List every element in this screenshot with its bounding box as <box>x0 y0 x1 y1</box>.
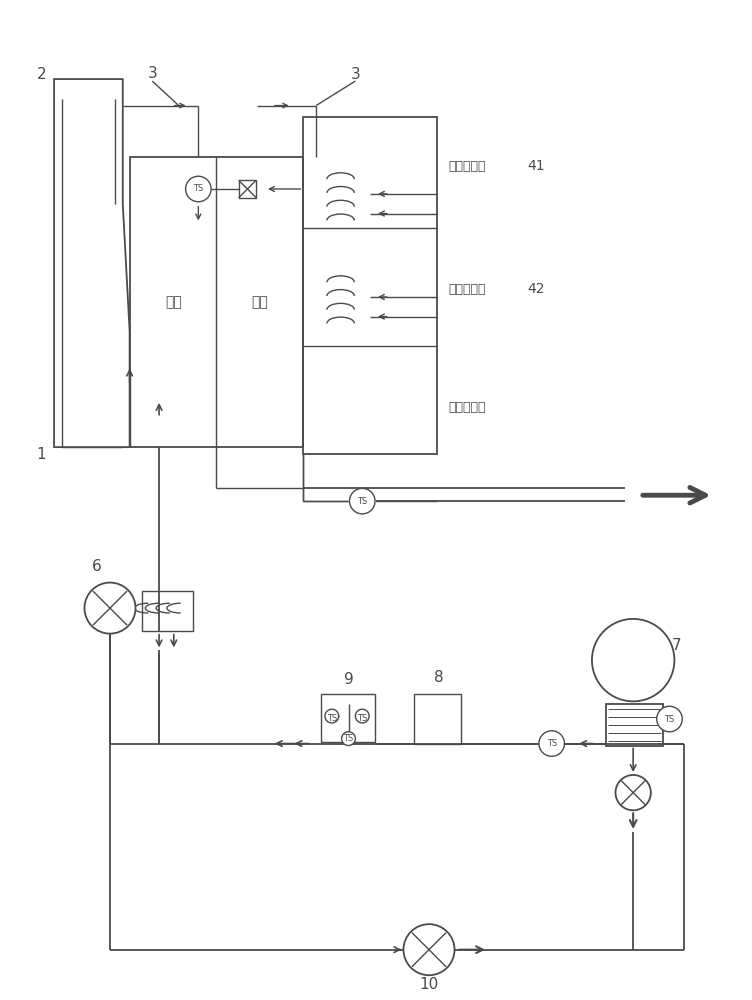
Text: 9: 9 <box>344 672 353 687</box>
Text: TS: TS <box>664 715 675 724</box>
Text: 中温烟气区: 中温烟气区 <box>449 283 486 296</box>
Text: TS: TS <box>357 714 368 723</box>
Circle shape <box>325 709 338 723</box>
Text: 高温烟气区: 高温烟气区 <box>449 160 486 173</box>
Text: TS: TS <box>357 497 368 506</box>
Circle shape <box>539 731 565 756</box>
Bar <box>605 704 663 746</box>
Text: 6: 6 <box>92 559 102 574</box>
Bar <box>129 157 303 447</box>
Circle shape <box>592 619 675 701</box>
Circle shape <box>84 583 135 634</box>
Circle shape <box>350 488 375 514</box>
Text: 3: 3 <box>350 67 360 82</box>
Bar <box>321 694 375 742</box>
Text: TS: TS <box>326 714 337 723</box>
Bar <box>142 591 193 631</box>
Text: 7: 7 <box>672 638 681 653</box>
Circle shape <box>656 706 682 732</box>
Bar <box>238 180 256 198</box>
Circle shape <box>186 176 211 202</box>
Text: TS: TS <box>193 184 204 193</box>
Text: 10: 10 <box>420 977 438 992</box>
Text: TS: TS <box>547 739 556 748</box>
Text: 空气: 空气 <box>165 295 182 309</box>
Circle shape <box>615 775 650 810</box>
Text: 低温烟气区: 低温烟气区 <box>449 401 486 414</box>
Text: TS: TS <box>344 734 353 743</box>
Bar <box>303 117 437 454</box>
Text: 41: 41 <box>527 159 544 173</box>
Circle shape <box>356 709 369 723</box>
Text: 2: 2 <box>37 67 46 82</box>
Text: 8: 8 <box>434 670 444 685</box>
Text: 3: 3 <box>147 66 157 81</box>
Text: 1: 1 <box>37 447 46 462</box>
Text: 烟气: 烟气 <box>251 295 268 309</box>
Bar <box>414 694 462 744</box>
Circle shape <box>404 924 454 975</box>
Circle shape <box>341 732 356 746</box>
Text: 42: 42 <box>527 282 544 296</box>
